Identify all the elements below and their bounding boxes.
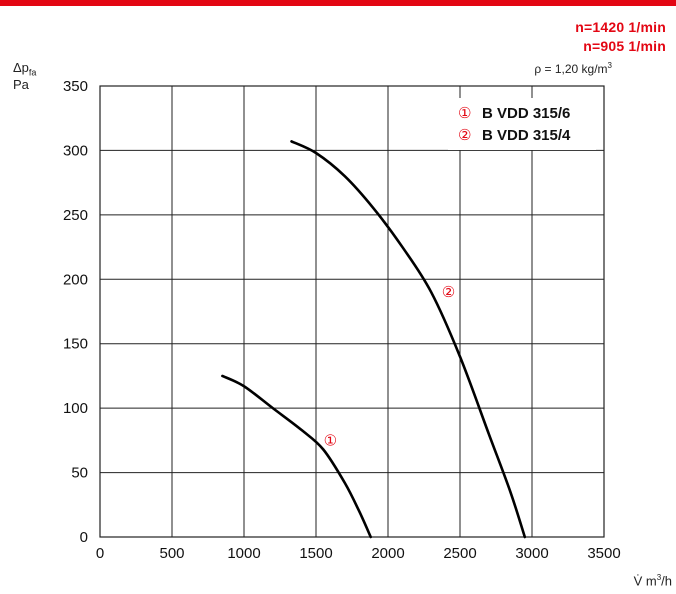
y-axis-symbol: Δpfa <box>13 60 36 78</box>
y-axis-subscript: fa <box>28 67 37 78</box>
curve-marker-2: ② <box>442 283 455 301</box>
series-line-1 <box>221 374 373 539</box>
air-density-exponent: 3 <box>607 61 612 70</box>
legend-label-1: B VDD 315/6 <box>482 105 570 122</box>
legend-box <box>448 98 596 150</box>
y-tick-label-50: 50 <box>71 465 88 482</box>
x-tick-label-500: 500 <box>159 545 184 562</box>
x-tick-label-1500: 1500 <box>299 545 332 562</box>
speed-label-1: n=1420 1/min <box>575 19 666 35</box>
y-tick-label-150: 150 <box>63 336 88 353</box>
y-axis-symbol-text: Δp <box>13 60 29 75</box>
speed-label-2: n=905 1/min <box>583 38 666 54</box>
legend-label-2: B VDD 315/4 <box>482 127 571 144</box>
y-tick-label-300: 300 <box>63 142 88 159</box>
x-tick-label-1000: 1000 <box>227 545 260 562</box>
series-line-2 <box>290 140 527 539</box>
y-tick-label-100: 100 <box>63 400 88 417</box>
x-axis-exponent: 3 <box>656 572 662 582</box>
y-tick-label-250: 250 <box>63 207 88 224</box>
legend-marker-2: ② <box>458 126 471 144</box>
air-density-text: ρ = 1,20 kg/m <box>534 62 608 76</box>
x-axis-label: V̇ m3/h <box>634 573 672 588</box>
legend-marker-1: ① <box>458 104 471 122</box>
x-axis-symbol: V̇ m <box>633 573 657 588</box>
plot-frame <box>99 85 605 538</box>
x-axis-unit-suffix: /h <box>661 573 672 588</box>
y-axis-unit: Pa <box>13 77 29 92</box>
x-tick-label-2000: 2000 <box>371 545 404 562</box>
x-tick-label-3500: 3500 <box>587 545 620 562</box>
y-tick-label-0: 0 <box>80 529 88 546</box>
y-tick-label-200: 200 <box>63 271 88 288</box>
air-density-label: ρ = 1,20 kg/m3 <box>534 61 612 76</box>
curve-marker-1: ① <box>324 431 337 449</box>
x-tick-label-3000: 3000 <box>515 545 548 562</box>
y-tick-label-350: 350 <box>63 78 88 95</box>
top-accent-bar <box>0 0 676 6</box>
x-tick-label-0: 0 <box>96 545 104 562</box>
x-tick-label-2500: 2500 <box>443 545 476 562</box>
